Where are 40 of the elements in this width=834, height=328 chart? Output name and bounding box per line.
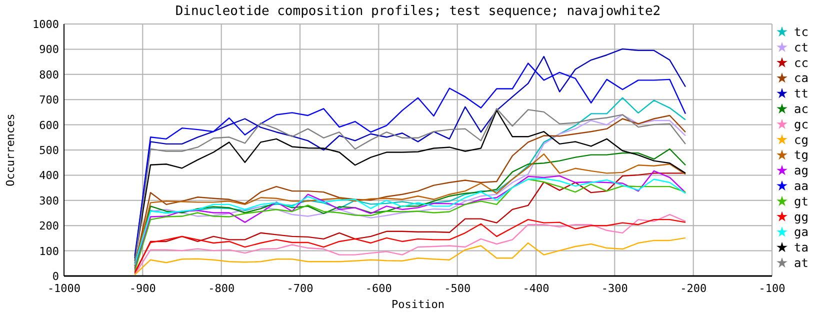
legend-label: cg (794, 132, 808, 147)
x-tick-label: -600 (365, 282, 392, 295)
legend-label: tc (794, 25, 808, 39)
legend-label: tg (794, 148, 808, 162)
y-tick-label: 300 (39, 194, 59, 208)
x-tick-label: -100 (758, 282, 786, 295)
y-axis-title: Occurrences (4, 114, 17, 186)
y-tick-label: 0 (52, 270, 59, 283)
legend-label: gg (794, 210, 808, 224)
legend-label: at (794, 256, 808, 270)
y-tick-label: 800 (39, 68, 59, 82)
x-tick-label: -500 (444, 282, 471, 295)
x-tick-label: -200 (680, 282, 707, 295)
x-tick-label: -700 (286, 282, 314, 295)
legend-label: gc (794, 117, 808, 132)
y-tick-label: 100 (39, 244, 59, 258)
x-tick-label: -800 (208, 282, 235, 295)
legend-label: ct (794, 40, 808, 54)
legend-label: gt (794, 194, 808, 208)
legend-label: ac (794, 102, 808, 116)
legend-label: ga (794, 225, 808, 240)
y-tick-label: 600 (39, 118, 59, 132)
y-tick-label: 500 (39, 144, 59, 157)
y-tick-label: 900 (39, 43, 59, 56)
x-axis-title: Position (392, 298, 444, 311)
x-tick-label: -900 (129, 282, 156, 295)
x-tick-label: -300 (601, 282, 628, 295)
x-tick-label: -400 (522, 282, 550, 295)
y-tick-label: 400 (39, 169, 59, 182)
x-tick-label: -1000 (47, 282, 81, 295)
legend-label: ag (794, 164, 808, 178)
legend-label: ta (794, 240, 808, 255)
legend-label: ca (794, 71, 808, 86)
legend-label: cc (794, 56, 808, 70)
y-tick-label: 700 (39, 94, 59, 107)
y-tick-label: 200 (39, 220, 59, 233)
legend-label: aa (794, 179, 808, 193)
legend-label: tt (794, 86, 808, 101)
chart-title: Dinucleotide composition profiles; test sequence; navajowhite2 (175, 4, 661, 19)
y-tick-label: 1000 (32, 18, 59, 31)
